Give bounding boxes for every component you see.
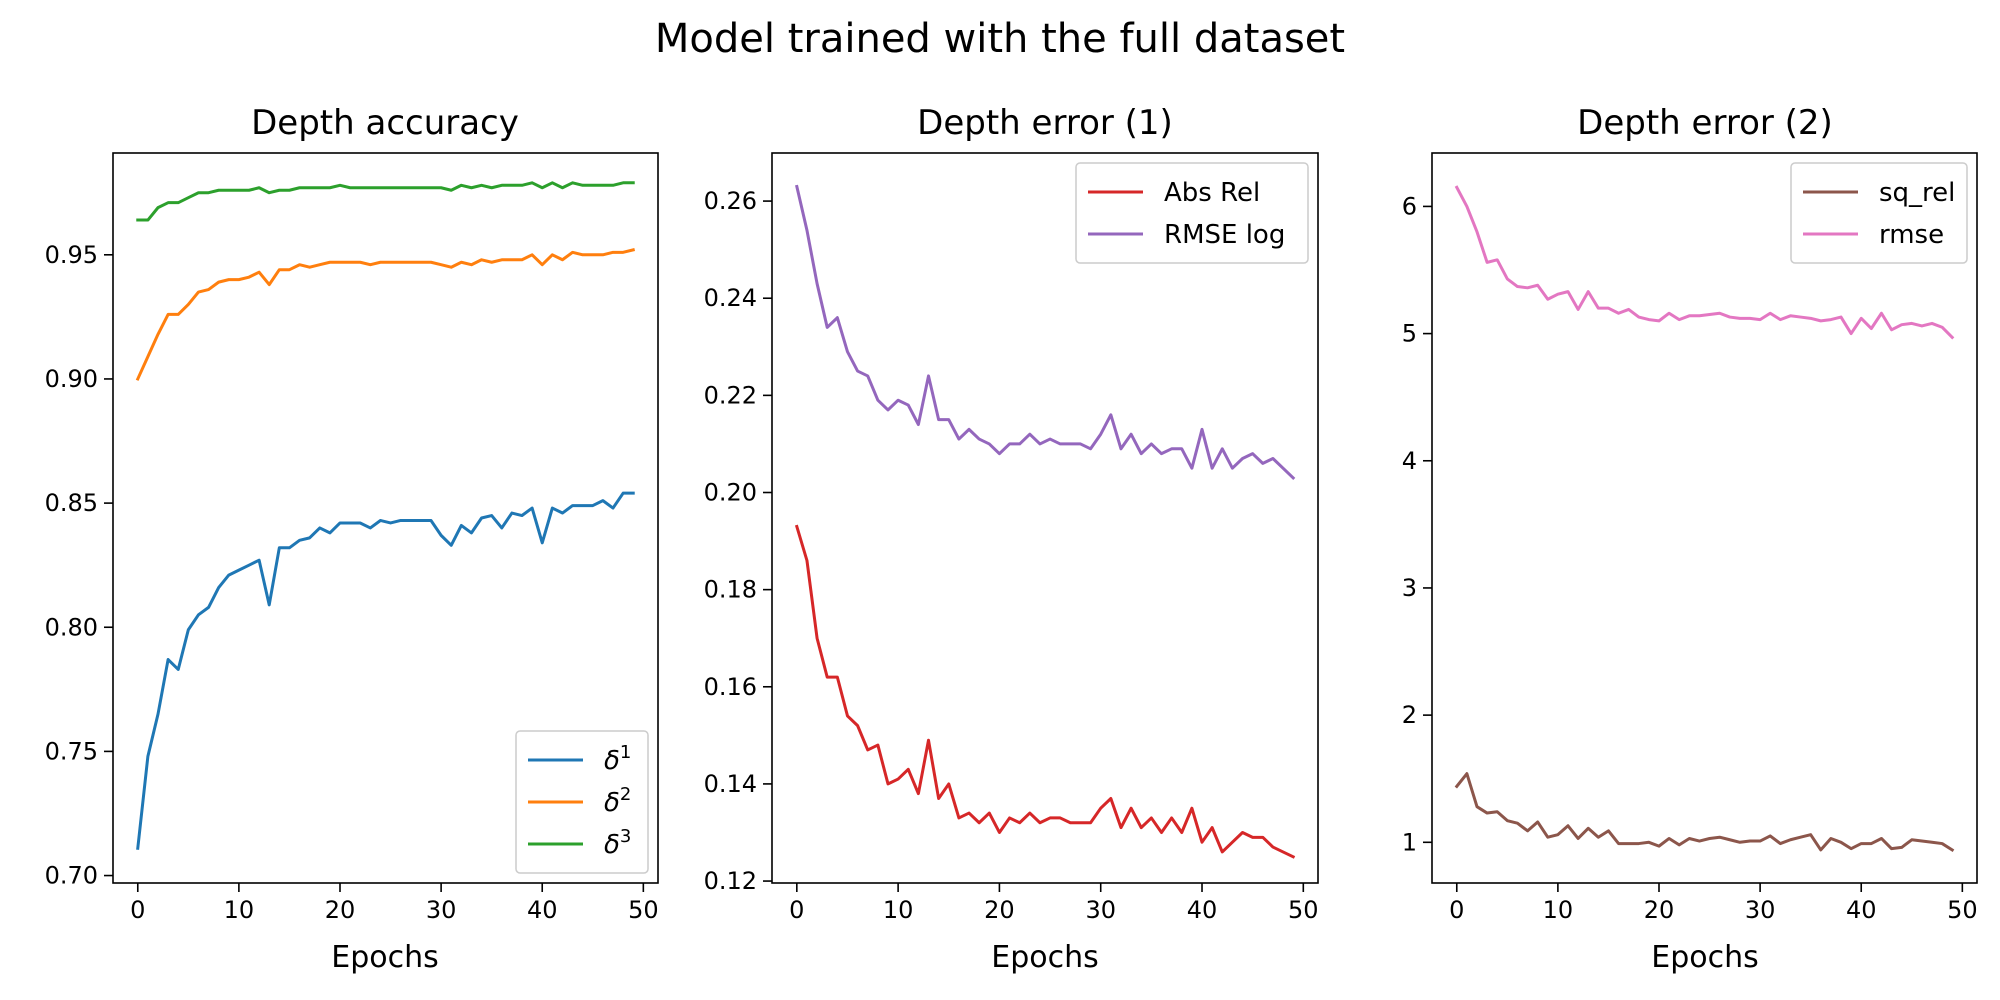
legend-item: δ3 [528,826,631,860]
panel-depth-error-2: Depth error (2) Epochs 0 10 20 30 40 50 1 2 3 4 5 6… [1402,103,1978,975]
y-tick-label: 0.24 [704,284,757,312]
y-tick-label: 6 [1402,192,1417,220]
y-tick-label: 0.70 [45,862,98,890]
series-line-2 [136,181,635,222]
y-tick-label: 0.26 [704,187,757,215]
y-tick-label: 5 [1402,320,1417,348]
x-tick-label: 40 [1187,896,1218,924]
series-line-0 [136,491,635,850]
panel-title: Depth accuracy [251,103,519,143]
y-tick-label: 0.12 [704,867,757,895]
plot-frame [771,152,1319,884]
legend-item: Abs Rel [1088,178,1260,208]
series-line-1 [135,248,636,381]
legend-label: δ3 [604,826,631,860]
legend-item: sq_rel [1803,178,1955,208]
y-tick-label: 0.22 [704,381,757,409]
panel-title: Depth error (2) [1577,103,1833,143]
x-tick-label: 10 [883,896,914,924]
x-tick-label: 20 [984,896,1015,924]
y-tick-label: 3 [1402,574,1417,602]
legend-box [1075,162,1309,264]
y-tick-label: 0.80 [45,613,98,641]
legend-item: RMSE log [1088,220,1285,250]
plot-frame [112,152,659,884]
series-line-0 [794,524,1296,859]
y-tick-label: 0.14 [704,770,757,798]
x-tick-label: 10 [1543,896,1574,924]
x-tick-label: 30 [1085,896,1116,924]
legend-item: rmse [1803,220,1944,250]
x-tick-label: 40 [1846,896,1877,924]
x-axis-label: Epochs [1651,940,1759,975]
x-tick-label: 50 [1288,896,1319,924]
panel-depth-error-1: Depth error (1) Epochs 0 10 20 30 40 50 0.12 0.… [704,103,1319,975]
legend-label: δ2 [604,784,631,818]
y-tick-label: 0.75 [45,737,98,765]
series-line-1 [795,184,1296,481]
x-tick-label: 20 [1644,896,1675,924]
legend-label: δ1 [604,742,631,776]
series-line-1 [1454,185,1955,340]
x-tick-label: 0 [789,896,804,924]
x-tick-label: 30 [426,896,457,924]
x-tick-label: 0 [130,896,145,924]
x-axis-label: Epochs [991,940,1099,975]
y-tick-label: 0.95 [45,241,98,269]
legend-label: sq_rel [1879,178,1955,208]
series-line-0 [1454,772,1955,852]
legend-box [1790,162,1968,264]
plot-frame [1431,152,1978,884]
x-axis-label: Epochs [331,940,439,975]
x-tick-label: 20 [325,896,356,924]
legend-label: rmse [1879,220,1944,250]
legend-label: Abs Rel [1164,178,1260,208]
panel-depth-accuracy: Depth accuracy Epochs 0 10 20 30 40 50 0.70 0.7… [45,103,659,975]
y-tick-label: 0.90 [45,365,98,393]
legend-item: δ1 [528,742,631,776]
x-tick-label: 40 [527,896,558,924]
x-tick-label: 10 [224,896,255,924]
x-tick-label: 50 [1947,896,1978,924]
y-tick-label: 2 [1402,701,1417,729]
figure-suptitle: Model trained with the full dataset [655,16,1345,62]
y-tick-label: 0.18 [704,576,757,604]
y-tick-label: 1 [1402,828,1417,856]
legend-label: RMSE log [1164,220,1285,250]
legend-item: δ2 [528,784,631,818]
y-tick-label: 0.85 [45,489,98,517]
x-tick-label: 30 [1745,896,1776,924]
x-tick-label: 0 [1449,896,1464,924]
y-tick-label: 0.16 [704,673,757,701]
legend: Abs Rel RMSE log [1075,162,1309,264]
y-tick-label: 0.20 [704,479,757,507]
panel-title: Depth error (1) [917,103,1173,143]
y-tick-label: 4 [1402,447,1417,475]
legend: δ1 δ2 δ3 [515,730,649,874]
x-tick-label: 50 [628,896,659,924]
